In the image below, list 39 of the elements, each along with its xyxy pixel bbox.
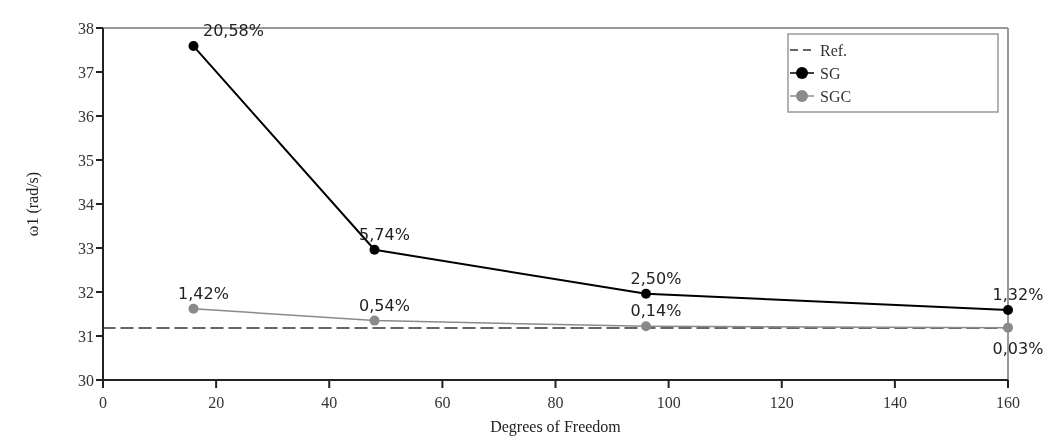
point [369,244,380,255]
y-tick-label: 33 [78,240,94,257]
x-tick-label: 100 [656,394,681,411]
legend-label: SGC [820,88,852,105]
annotation: 1,32% [992,285,1044,305]
x-tick-label: 20 [208,394,225,411]
x-tick-label: 0 [99,394,107,411]
y-tick-label: 36 [78,108,94,125]
annotation: 0,54% [359,295,410,315]
y-tick-label: 32 [78,284,94,301]
y-axis-title: ω1 (rad/s) [24,171,42,237]
y-tick-label: 31 [78,328,94,345]
x-tick-label: 60 [434,394,451,411]
y-tick-label: 30 [78,372,94,389]
point [641,321,651,332]
x-axis-title: Degrees of Freedom [490,418,622,436]
point [369,315,380,326]
annotation: 2,50% [630,268,682,288]
y-tick-label: 35 [78,152,94,169]
y-tick-label: 38 [78,20,94,37]
point [188,303,199,314]
point [188,41,199,52]
x-tick-label: 140 [882,394,907,411]
annotation: 20,58% [202,21,265,41]
x-tick-label: 80 [547,394,564,411]
annotation: 1,42% [178,283,229,303]
legend-label: Ref. [820,42,848,59]
y-tick-label: 34 [78,196,94,213]
point [1003,305,1013,316]
x-tick-label: 160 [996,394,1020,411]
annotation: 0,03% [992,338,1044,358]
x-tick-label: 40 [321,394,338,411]
y-tick-label: 37 [78,64,94,81]
annotation: 5,74% [359,224,410,244]
point [1003,322,1013,333]
point [641,288,651,299]
legend-label: SG [820,65,841,82]
x-tick-label: 120 [769,394,794,411]
annotation: 0,14% [630,301,682,321]
